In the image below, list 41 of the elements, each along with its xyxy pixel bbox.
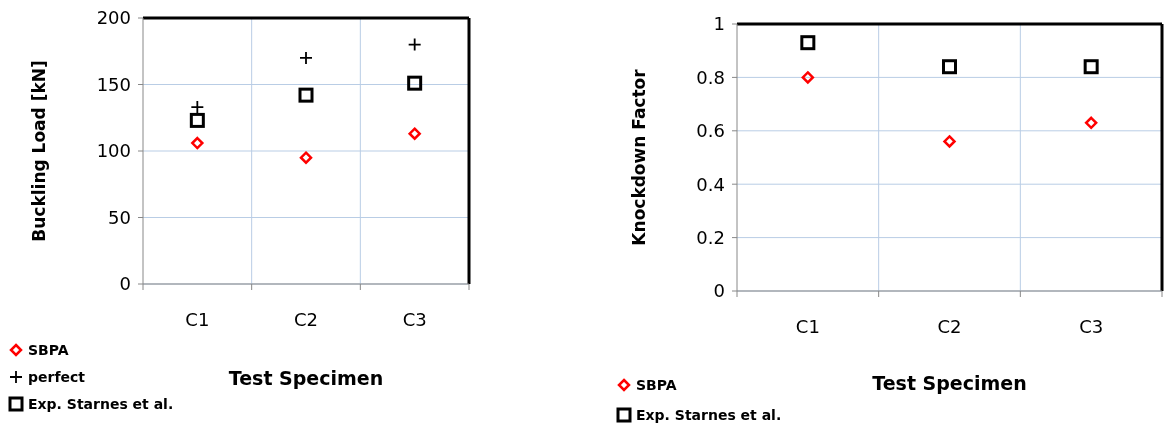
y-tick-label: 50 bbox=[108, 206, 131, 228]
y-axis-title: Buckling Load [kN] bbox=[29, 60, 49, 242]
point bbox=[298, 87, 314, 103]
y-tick-label: 200 bbox=[96, 7, 131, 29]
point bbox=[299, 151, 313, 164]
legend-label: SBPA bbox=[28, 341, 69, 358]
point bbox=[191, 101, 204, 114]
y-tick-label: 0 bbox=[713, 280, 725, 302]
y-tick-label: 1 bbox=[713, 13, 725, 35]
y-tick-label: 0 bbox=[119, 273, 131, 295]
legend-label: perfect bbox=[28, 368, 86, 385]
x-axis-title: Test Specimen bbox=[872, 372, 1027, 394]
point bbox=[191, 136, 204, 150]
x-tick-label: C1 bbox=[185, 309, 210, 330]
point bbox=[943, 135, 956, 148]
point bbox=[942, 59, 957, 75]
point bbox=[408, 127, 421, 140]
point bbox=[408, 38, 421, 51]
point bbox=[407, 75, 423, 91]
x-axis-title: Test Specimen bbox=[228, 367, 384, 389]
point bbox=[801, 71, 815, 84]
point bbox=[800, 35, 816, 51]
legend-label: Exp. Starnes et al. bbox=[636, 406, 782, 423]
y-tick-label: 0.6 bbox=[696, 120, 725, 142]
y-tick-label: 0.2 bbox=[696, 226, 725, 248]
y-tick-label: 150 bbox=[96, 73, 131, 95]
legend-label: Exp. Starnes et al. bbox=[28, 395, 174, 412]
x-tick-label: C3 bbox=[1079, 316, 1104, 337]
y-tick-label: 0.8 bbox=[696, 66, 725, 88]
point bbox=[1083, 59, 1099, 75]
point bbox=[300, 51, 312, 64]
y-tick-label: 100 bbox=[96, 140, 131, 162]
x-tick-label: C1 bbox=[795, 316, 820, 337]
y-tick-label: 0.4 bbox=[696, 173, 725, 195]
point bbox=[189, 112, 205, 128]
x-tick-label: C3 bbox=[402, 309, 427, 330]
x-tick-label: C2 bbox=[293, 309, 319, 330]
legend-label: SBPA bbox=[636, 376, 677, 393]
x-tick-label: C2 bbox=[937, 316, 962, 337]
y-axis-title: Knockdown Factor bbox=[629, 68, 649, 246]
point bbox=[1084, 116, 1098, 130]
